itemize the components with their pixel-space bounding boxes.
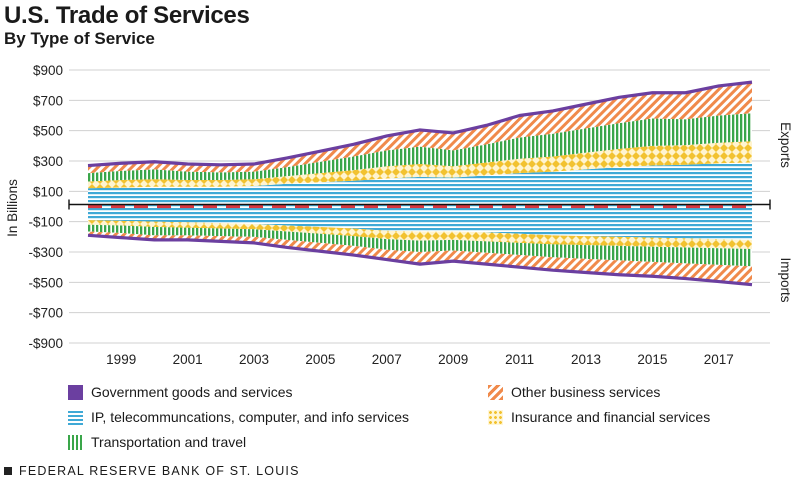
transport-imports-area <box>88 224 752 267</box>
x-tick-label: 2013 <box>571 352 601 367</box>
x-tick-label: 2005 <box>305 352 335 367</box>
legend-item-transport: Transportation and travel <box>68 434 246 450</box>
x-tick-label: 2007 <box>372 352 402 367</box>
legend-label: Insurance and financial services <box>511 409 711 425</box>
ip-exports-area <box>88 162 752 207</box>
legend-label: Transportation and travel <box>91 434 247 450</box>
y-tick-label: $100 <box>33 184 63 199</box>
government-swatch <box>68 384 83 400</box>
footer-text: FEDERAL RESERVE BANK OF ST. LOUIS <box>19 464 300 478</box>
y-tick-label: $900 <box>33 63 63 78</box>
legend-label: IP, telecommuncations, computer, and inf… <box>91 409 410 425</box>
y-tick-label: -$300 <box>28 245 63 260</box>
y-tick-label: -$100 <box>28 215 63 230</box>
exports-label: Exports <box>778 122 793 168</box>
y-tick-label: -$900 <box>28 336 63 351</box>
source-footer: FEDERAL RESERVE BANK OF ST. LOUIS <box>4 464 300 478</box>
x-tick-label: 2003 <box>239 352 269 367</box>
government-outline <box>87 80 753 287</box>
stacked-areas <box>88 82 752 284</box>
x-tick-label: 1999 <box>106 352 136 367</box>
imports-label: Imports <box>778 257 793 302</box>
transport-swatch <box>68 434 83 450</box>
ip-imports-area <box>88 206 752 240</box>
x-tick-label: 2017 <box>704 352 734 367</box>
transport-exports-area <box>88 113 752 182</box>
government-exports-line <box>87 80 753 168</box>
insurance-swatch <box>488 409 503 425</box>
other-swatch <box>488 384 503 400</box>
footer-square-icon <box>4 467 12 475</box>
x-tick-label: 2015 <box>637 352 667 367</box>
government-imports-line <box>87 233 753 287</box>
insurance-exports-area <box>88 141 752 189</box>
other-imports-area <box>88 231 752 284</box>
legend-item-ip: IP, telecommuncations, computer, and inf… <box>68 409 409 425</box>
legend-item-other: Other business services <box>488 384 660 400</box>
x-tick-label: 2001 <box>173 352 203 367</box>
legend-item-government: Government goods and services <box>68 384 293 400</box>
ip-swatch <box>68 409 83 425</box>
x-tick-label: 2011 <box>505 352 534 367</box>
y-axis-label: In Billions <box>5 179 20 237</box>
chart-subtitle: By Type of Service <box>4 29 155 48</box>
y-tick-label: $300 <box>33 154 63 169</box>
y-tick-label: -$700 <box>28 306 63 321</box>
legend-item-insurance: Insurance and financial services <box>488 409 710 425</box>
chart-title: U.S. Trade of Services <box>4 2 250 29</box>
y-tick-label: -$500 <box>28 275 63 290</box>
legend-label: Other business services <box>511 384 661 400</box>
insurance-imports-area <box>88 220 752 249</box>
y-tick-label: $700 <box>33 93 63 108</box>
y-tick-label: $500 <box>33 124 63 139</box>
axes: $900 $700 $500 $300 $100 -$100 -$300 -$500 -$700… <box>28 63 771 367</box>
x-tick-label: 2009 <box>438 352 468 367</box>
legend-label: Government goods and services <box>91 384 293 400</box>
